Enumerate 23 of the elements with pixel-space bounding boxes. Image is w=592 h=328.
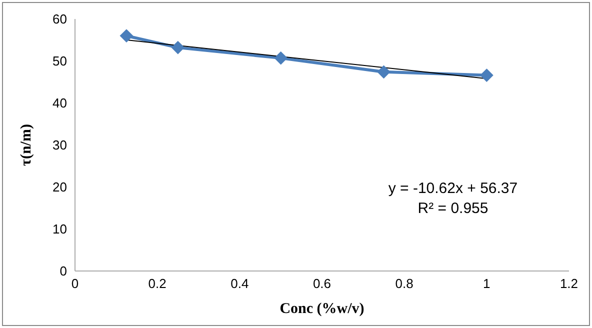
x-tick-label: 0.6 <box>312 276 332 292</box>
y-tick-label: 30 <box>52 138 67 153</box>
x-axis-title: Conc (%w/v) <box>280 301 364 317</box>
point <box>274 52 288 65</box>
y-axis-title: τ(n/m) <box>18 124 34 166</box>
point <box>480 68 494 82</box>
x-tick-label: 0 <box>71 276 79 292</box>
annotation: y = -10.62x + 56.37 <box>388 180 518 197</box>
x-tick-label: 0.4 <box>230 276 249 292</box>
point <box>120 29 133 42</box>
y-tick-label: 60 <box>52 12 67 27</box>
y-tick-label: 40 <box>52 96 67 111</box>
y-tick-label: 20 <box>52 180 67 195</box>
x-tick-label: 1.2 <box>560 276 578 292</box>
annotation: R² = 0.955 <box>418 200 488 217</box>
y-tick-label: 0 <box>60 264 67 279</box>
x-tick-label: 1 <box>483 276 490 292</box>
x-tick-label: 0.2 <box>148 276 166 292</box>
y-tick-label: 50 <box>52 54 67 69</box>
point <box>377 65 390 78</box>
y-tick-label: 10 <box>52 222 67 237</box>
x-tick-label: 0.8 <box>395 276 414 292</box>
point <box>171 41 184 54</box>
